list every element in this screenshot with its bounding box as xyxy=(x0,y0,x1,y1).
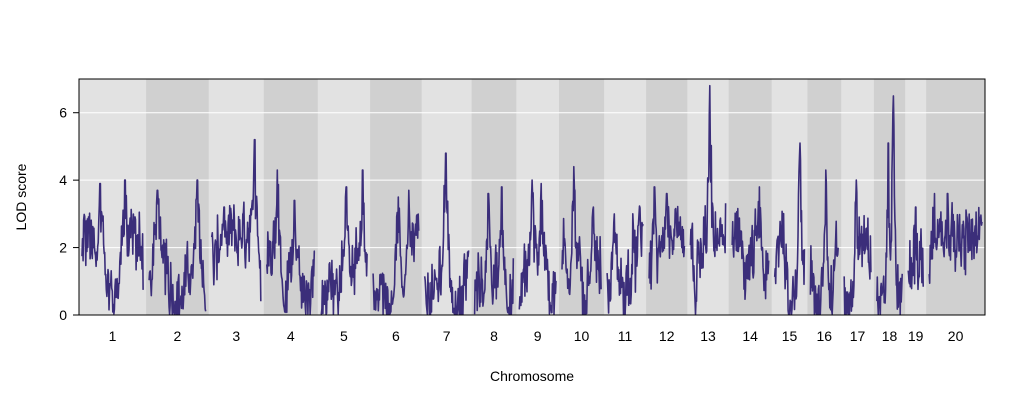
chromosome-band-1 xyxy=(79,79,147,315)
chromosome-label-8: 8 xyxy=(490,328,498,344)
chromosome-label-15: 15 xyxy=(782,328,798,344)
y-tick-label-4: 4 xyxy=(59,172,67,188)
plot-frame xyxy=(78,78,986,316)
chromosome-label-1: 1 xyxy=(109,328,117,344)
chromosome-label-17: 17 xyxy=(850,328,866,344)
chromosome-label-9: 9 xyxy=(534,328,542,344)
chromosome-label-20: 20 xyxy=(948,328,964,344)
chromosome-label-16: 16 xyxy=(817,328,833,344)
chromosome-label-3: 3 xyxy=(232,328,240,344)
chromosome-label-14: 14 xyxy=(742,328,758,344)
chromosome-label-19: 19 xyxy=(908,328,924,344)
y-axis-label: LOD score xyxy=(13,163,29,230)
y-tick-label-2: 2 xyxy=(59,240,67,256)
chromosome-band-20 xyxy=(926,79,986,315)
chromosome-label-18: 18 xyxy=(882,328,898,344)
y-tick-label-6: 6 xyxy=(59,105,67,121)
chromosome-label-5: 5 xyxy=(340,328,348,344)
chromosome-label-11: 11 xyxy=(618,328,633,344)
chromosome-band-17 xyxy=(841,79,875,315)
chromosome-label-12: 12 xyxy=(659,328,675,344)
chromosome-band-18 xyxy=(873,79,906,315)
x-axis-label: Chromosome xyxy=(490,368,574,384)
chromosome-label-7: 7 xyxy=(443,328,451,344)
lod-series-line xyxy=(81,84,983,316)
chromosome-label-13: 13 xyxy=(700,328,716,344)
chromosome-label-2: 2 xyxy=(174,328,182,344)
chromosome-label-4: 4 xyxy=(287,328,295,344)
x-axis-chromosome-labels: 1 2 3 4 5 6 7 8 9 10 11 12 13 14 15 16 17 18 19 20 xyxy=(109,328,964,344)
chromosome-band-15 xyxy=(771,79,808,315)
y-tick-label-0: 0 xyxy=(59,307,67,323)
chromosome-label-6: 6 xyxy=(392,328,400,344)
chromosome-label-10: 10 xyxy=(574,328,590,344)
y-axis-ticks: 0 2 4 6 xyxy=(59,105,79,323)
chromosome-band-6 xyxy=(370,79,423,315)
